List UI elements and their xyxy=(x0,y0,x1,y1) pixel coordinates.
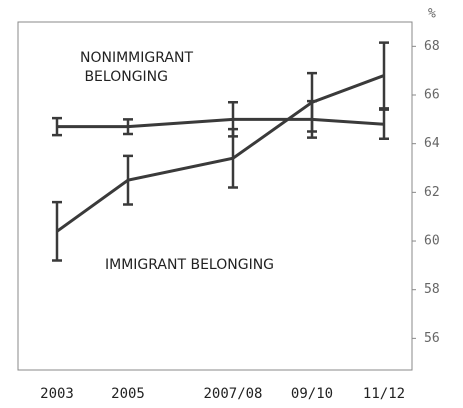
y-tick-label: 58 xyxy=(424,282,440,297)
series-line xyxy=(56,74,385,233)
plot-frame xyxy=(17,21,413,371)
y-tick-label: 64 xyxy=(424,136,440,151)
error-bar xyxy=(123,118,133,136)
series-label: IMMIGRANT BELONGING xyxy=(105,257,274,273)
x-tick-label: 11/12 xyxy=(363,386,405,402)
error-bar xyxy=(52,200,62,262)
y-tick-label: 66 xyxy=(424,88,440,103)
error-bar xyxy=(123,154,133,206)
error-bar xyxy=(307,71,317,133)
error-bar xyxy=(379,41,389,110)
error-bar xyxy=(52,116,62,137)
error-bar xyxy=(228,127,238,189)
y-tick-label: 60 xyxy=(424,234,440,249)
y-tick-label: 68 xyxy=(424,39,440,54)
series-line xyxy=(57,117,385,129)
y-tick-label: 62 xyxy=(424,185,440,200)
y-unit: % xyxy=(428,7,436,22)
series-label: NONIMMIGRANT BELONGING xyxy=(80,50,193,85)
y-tick-label: 56 xyxy=(424,331,440,346)
x-tick-label: 2005 xyxy=(111,386,145,402)
x-tick-label: 2003 xyxy=(40,386,74,402)
x-tick-label: 2007/08 xyxy=(203,386,262,402)
x-tick-label: 09/10 xyxy=(291,386,333,402)
